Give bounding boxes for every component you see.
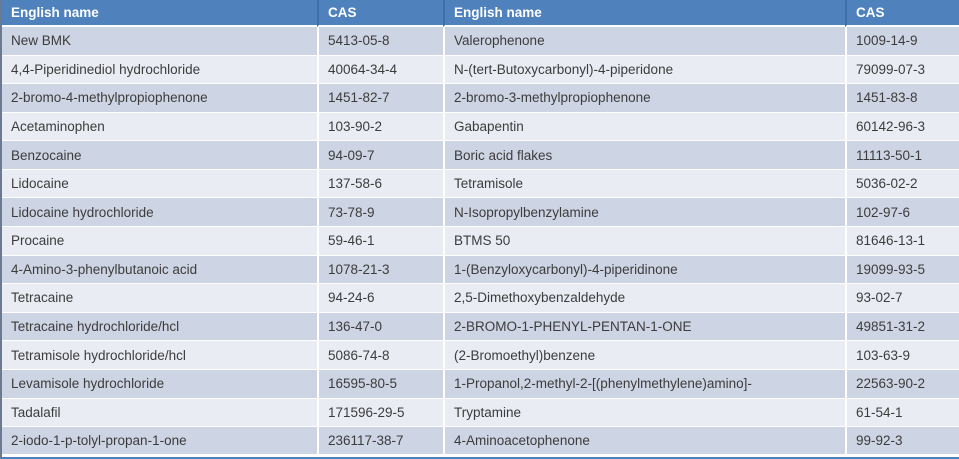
column-header-english-name-right: English name [443, 0, 845, 27]
table-row: Tetracaine hydrochloride/hcl 136-47-0 2-… [2, 312, 959, 342]
english-name-cell: BTMS 50 [443, 227, 845, 256]
table-row: Tadalafil 171596-29-5 Tryptamine 61-54-1 [2, 398, 959, 428]
english-name-cell: Levamisole hydrochloride [2, 369, 317, 399]
cas-cell: 19099-93-5 [845, 255, 959, 285]
cas-cell: 79099-07-3 [845, 55, 959, 85]
english-name-cell: Acetaminophen [2, 112, 317, 142]
english-name-cell: (2-Bromoethyl)benzene [443, 341, 845, 370]
cas-cell: 236117-38-7 [317, 427, 443, 454]
english-name-cell: Tetracaine hydrochloride/hcl [2, 312, 317, 342]
english-name-cell: Procaine [2, 227, 317, 256]
cas-cell: 171596-29-5 [317, 398, 443, 428]
table-row: 2-bromo-4-methylpropiophenone 1451-82-7 … [2, 84, 959, 113]
cas-cell: 81646-13-1 [845, 227, 959, 256]
cas-cell: 102-97-6 [845, 198, 959, 228]
table-row: 2-iodo-1-p-tolyl-propan-1-one 236117-38-… [2, 427, 959, 454]
cas-cell: 11113-50-1 [845, 141, 959, 170]
table-row: Procaine 59-46-1 BTMS 50 81646-13-1 [2, 227, 959, 256]
english-name-cell: 4-Amino-3-phenylbutanoic acid [2, 255, 317, 285]
english-name-cell: 2-BROMO-1-PHENYL-PENTAN-1-ONE [443, 312, 845, 342]
english-name-cell: 4,4-Piperidinediol hydrochloride [2, 55, 317, 85]
cas-cell: 94-24-6 [317, 284, 443, 313]
table-row: Tetramisole hydrochloride/hcl 5086-74-8 … [2, 341, 959, 370]
column-header-cas-left: CAS [317, 0, 443, 27]
english-name-cell: Boric acid flakes [443, 141, 845, 170]
table-row: Benzocaine 94-09-7 Boric acid flakes 111… [2, 141, 959, 170]
cas-cell: 16595-80-5 [317, 369, 443, 399]
english-name-cell: New BMK [2, 27, 317, 56]
english-name-cell: 1-(Benzyloxycarbonyl)-4-piperidinone [443, 255, 845, 285]
cas-cell: 94-09-7 [317, 141, 443, 170]
cas-cell: 59-46-1 [317, 227, 443, 256]
english-name-cell: 2,5-Dimethoxybenzaldehyde [443, 284, 845, 313]
english-name-cell: Valerophenone [443, 27, 845, 56]
table-row: Lidocaine hydrochloride 73-78-9 N-Isopro… [2, 198, 959, 228]
cas-cell: 136-47-0 [317, 312, 443, 342]
english-name-cell: Lidocaine hydrochloride [2, 198, 317, 228]
table-row: Tetracaine 94-24-6 2,5-Dimethoxybenzalde… [2, 284, 959, 313]
english-name-cell: 2-bromo-4-methylpropiophenone [2, 84, 317, 113]
english-name-cell: 4-Aminoacetophenone [443, 427, 845, 454]
english-name-cell: Tadalafil [2, 398, 317, 428]
cas-cell: 5086-74-8 [317, 341, 443, 370]
english-name-cell: Lidocaine [2, 169, 317, 199]
cas-cell: 1078-21-3 [317, 255, 443, 285]
cas-cell: 137-58-6 [317, 169, 443, 199]
cas-cell: 22563-90-2 [845, 369, 959, 399]
table-body: New BMK 5413-05-8 Valerophenone 1009-14-… [2, 27, 959, 454]
cas-cell: 5413-05-8 [317, 27, 443, 56]
cas-cell: 61-54-1 [845, 398, 959, 428]
cas-cell: 1009-14-9 [845, 27, 959, 56]
english-name-cell: 2-bromo-3-methylpropiophenone [443, 84, 845, 113]
cas-cell: 60142-96-3 [845, 112, 959, 142]
table-row: New BMK 5413-05-8 Valerophenone 1009-14-… [2, 27, 959, 56]
table-row: Lidocaine 137-58-6 Tetramisole 5036-02-2 [2, 169, 959, 199]
table-row: 4,4-Piperidinediol hydrochloride 40064-3… [2, 55, 959, 85]
cas-cell: 49851-31-2 [845, 312, 959, 342]
english-name-cell: Tetramisole hydrochloride/hcl [2, 341, 317, 370]
table-header: English name CAS English name CAS [2, 0, 959, 27]
cas-cell: 73-78-9 [317, 198, 443, 228]
cas-cell: 103-90-2 [317, 112, 443, 142]
cas-cell: 1451-83-8 [845, 84, 959, 113]
english-name-cell: Benzocaine [2, 141, 317, 170]
column-header-english-name-left: English name [2, 0, 317, 27]
cas-cell: 40064-34-4 [317, 55, 443, 85]
column-header-cas-right: CAS [845, 0, 959, 27]
english-name-cell: 1-Propanol,2-methyl-2-[(phenylmethylene)… [443, 369, 845, 399]
table-row: 4-Amino-3-phenylbutanoic acid 1078-21-3 … [2, 255, 959, 285]
english-name-cell: N-(tert-Butoxycarbonyl)-4-piperidone [443, 55, 845, 85]
cas-cell: 5036-02-2 [845, 169, 959, 199]
cas-cell: 99-92-3 [845, 427, 959, 454]
english-name-cell: N-Isopropylbenzylamine [443, 198, 845, 228]
english-name-cell: Tryptamine [443, 398, 845, 428]
table-row: Acetaminophen 103-90-2 Gabapentin 60142-… [2, 112, 959, 142]
header-row: English name CAS English name CAS [2, 0, 959, 27]
english-name-cell: Tetramisole [443, 169, 845, 199]
cas-cell: 1451-82-7 [317, 84, 443, 113]
english-name-cell: Tetracaine [2, 284, 317, 313]
english-name-cell: 2-iodo-1-p-tolyl-propan-1-one [2, 427, 317, 454]
cas-cell: 103-63-9 [845, 341, 959, 370]
cas-cell: 93-02-7 [845, 284, 959, 313]
english-name-cell: Gabapentin [443, 112, 845, 142]
table-row: Levamisole hydrochloride 16595-80-5 1-Pr… [2, 369, 959, 399]
